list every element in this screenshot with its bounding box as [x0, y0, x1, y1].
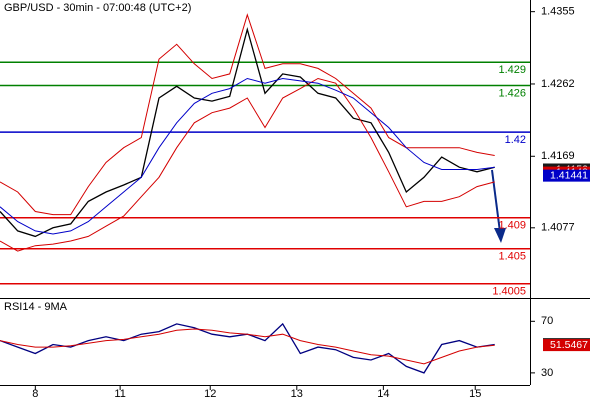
price-marker	[543, 169, 590, 182]
x-tick-label: 11	[114, 388, 125, 400]
arrow-shaft	[491, 169, 501, 233]
y-tick-label: 1.4262	[541, 78, 575, 90]
level-label: 1.42	[505, 134, 526, 146]
series-line	[0, 328, 495, 365]
chart-title: GBP/USD - 30min - 07:00:48 (UTC+2)	[4, 2, 191, 14]
x-tick-label: 8	[32, 388, 38, 400]
rsi-title: RSI14 - 9MA	[4, 301, 68, 313]
x-tick-label: 12	[204, 388, 216, 400]
level-label: 1.4005	[492, 286, 526, 298]
series-line	[0, 77, 495, 235]
series-line	[0, 77, 495, 252]
y-tick-label: 1.4355	[541, 6, 575, 18]
y-tick-label: 1.4169	[541, 150, 575, 162]
x-tick-label: 13	[291, 388, 303, 400]
y-tick-label: 70	[541, 315, 553, 327]
x-tick-label: 15	[469, 388, 481, 400]
arrow-head	[494, 228, 506, 243]
level-label: 1.405	[498, 251, 526, 263]
series-line	[0, 27, 495, 238]
price-marker	[543, 339, 590, 352]
x-tick-label: 14	[377, 388, 389, 400]
y-tick-label: 30	[541, 367, 553, 379]
forecast-arrow	[491, 169, 506, 243]
level-label: 1.429	[498, 64, 526, 76]
price-marker-label: 1.41441	[550, 169, 588, 181]
y-tick-label: 1.4077	[541, 222, 575, 234]
price-marker-label: 51.5467	[550, 339, 588, 351]
level-label: 1.426	[498, 87, 526, 99]
series-line	[0, 13, 495, 216]
level-label: 1.409	[498, 220, 526, 232]
